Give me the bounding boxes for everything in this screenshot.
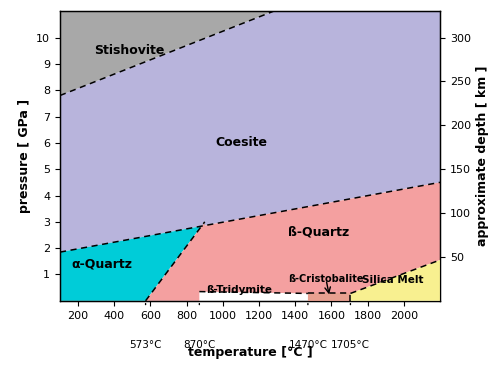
Polygon shape <box>350 260 440 301</box>
Text: ß-Quartz: ß-Quartz <box>288 226 350 239</box>
Text: Stishovite: Stishovite <box>94 44 165 57</box>
Text: 573°C: 573°C <box>130 340 162 350</box>
Polygon shape <box>60 11 274 96</box>
Polygon shape <box>146 182 440 301</box>
X-axis label: temperature [°C ]: temperature [°C ] <box>188 346 312 359</box>
Polygon shape <box>60 11 440 252</box>
Text: ß-Cristobalite: ß-Cristobalite <box>288 274 364 284</box>
Text: ß-Tridymite: ß-Tridymite <box>206 285 272 295</box>
Polygon shape <box>60 222 205 301</box>
Text: 1705°C: 1705°C <box>331 340 370 350</box>
Text: α-Quartz: α-Quartz <box>71 258 132 270</box>
Y-axis label: pressure [ GPa ]: pressure [ GPa ] <box>18 99 30 213</box>
Text: 1470°C: 1470°C <box>288 340 328 350</box>
Text: 870°C: 870°C <box>183 340 216 350</box>
Text: Coesite: Coesite <box>215 136 267 149</box>
Text: Silica Melt: Silica Melt <box>362 275 424 285</box>
Y-axis label: approximate depth [ km ]: approximate depth [ km ] <box>476 66 490 246</box>
Polygon shape <box>308 293 350 301</box>
